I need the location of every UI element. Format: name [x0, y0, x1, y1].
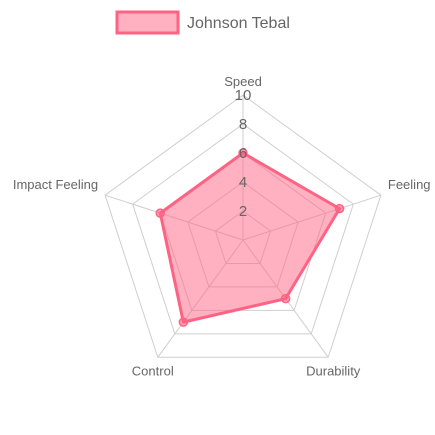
grid-ring [104, 94, 382, 358]
legend-swatch[interactable] [115, 10, 180, 35]
data-point[interactable] [155, 208, 166, 218]
series-layer [155, 148, 345, 327]
legend-label[interactable]: Johnson Tebal [187, 15, 290, 32]
tick-label: 8 [239, 116, 247, 133]
axis-label: Feeling [388, 177, 431, 192]
axis-label: Speed [224, 74, 262, 89]
axis-label: Durability [306, 363, 361, 378]
tick-label: 4 [239, 174, 247, 191]
data-point[interactable] [238, 148, 248, 158]
legend[interactable]: Johnson Tebal [115, 10, 290, 35]
data-point[interactable] [334, 203, 345, 214]
data-point[interactable] [280, 293, 291, 304]
tick-label: 10 [235, 87, 252, 104]
tick-label: 6 [239, 145, 247, 162]
tick-layer: 2 4 6 8 10 [235, 87, 252, 220]
axis-label-layer: Speed Feeling Durability Control Impact Feel… [13, 74, 431, 378]
axis-label: Control [132, 363, 174, 378]
grid-ring [132, 123, 354, 335]
tick-label: 2 [239, 203, 247, 220]
series-area [158, 151, 342, 324]
data-point[interactable] [178, 317, 189, 327]
axis-label: Impact Feeling [13, 177, 98, 192]
